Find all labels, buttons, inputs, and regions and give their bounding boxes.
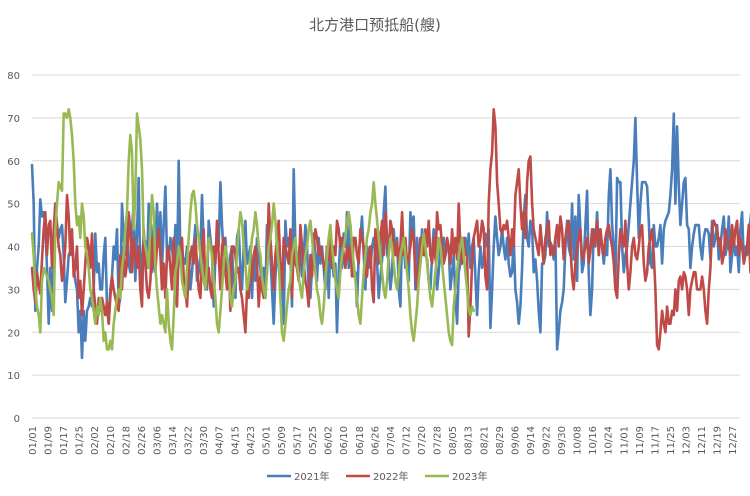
x-tick-label: 02/10 [106,426,117,455]
y-axis: 0 10 20 30 40 50 60 70 80 [7,71,20,425]
x-tick-label: 05/09 [277,426,288,455]
x-tick-label: 03/14 [168,426,179,455]
y-tick-label: 80 [7,71,20,82]
x-tick-label: 07/28 [433,426,444,455]
x-tick-label: 06/02 [324,426,335,455]
series-line-2 [30,108,476,351]
x-tick-label: 01/25 [75,426,86,455]
x-tick-label: 09/22 [541,426,552,455]
x-tick-label: 07/12 [401,426,412,455]
x-tick-label: 07/04 [386,426,397,455]
x-tick-label: 11/09 [635,426,646,455]
x-tick-label: 07/20 [417,426,428,455]
x-tick-label: 05/17 [293,426,304,455]
x-tick-label: 02/18 [121,426,132,455]
x-tick-label: 12/19 [713,426,724,455]
x-tick-label: 11/01 [619,426,630,455]
series-lines [30,108,750,360]
y-tick-label: 70 [7,114,20,125]
y-tick-label: 20 [7,328,20,339]
y-tick-label: 40 [7,243,20,254]
x-tick-label: 03/22 [184,426,195,455]
x-tick-label: 10/08 [573,426,584,455]
x-tick-label: 09/30 [557,426,568,455]
x-tick-label: 08/29 [495,426,506,455]
y-tick-label: 60 [7,157,20,168]
x-tick-label: 08/05 [448,426,459,455]
x-axis: 01/01 01/09 01/17 01/25 02/02 02/10 02/18 02/26… [28,426,739,455]
y-tick-label: 50 [7,200,20,211]
x-tick-label: 06/18 [355,426,366,455]
x-tick-label: 11/25 [666,426,677,455]
x-tick-label: 09/06 [510,426,521,455]
x-tick-label: 04/23 [246,426,257,455]
x-tick-label: 01/09 [44,426,55,455]
x-tick-label: 06/26 [370,426,381,455]
x-tick-label: 08/13 [464,426,475,455]
y-tick-label: 10 [7,371,20,382]
y-tick-label: 0 [14,414,20,425]
x-tick-label: 01/01 [28,426,39,455]
legend: 2021年 2022年 2023年 [267,470,487,483]
y-tick-label: 30 [7,285,20,296]
legend-label-1: 2022年 [373,470,408,483]
x-tick-label: 03/06 [152,426,163,455]
x-tick-label: 06/10 [339,426,350,455]
legend-label-0: 2021年 [294,470,329,483]
x-tick-label: 02/26 [137,426,148,455]
series-line-1 [30,108,750,351]
x-tick-label: 11/17 [650,426,661,455]
chart-title: 北方港口预抵船(艘) [309,16,441,34]
legend-label-2: 2023年 [452,470,487,483]
x-tick-label: 03/30 [199,426,210,455]
x-tick-label: 04/07 [215,426,226,455]
x-tick-label: 04/15 [230,426,241,455]
x-tick-label: 12/27 [728,426,739,455]
x-tick-label: 02/02 [90,426,101,455]
x-tick-label: 05/01 [261,426,272,455]
x-tick-label: 09/14 [526,426,537,455]
x-tick-label: 12/11 [697,426,708,455]
x-tick-label: 01/17 [59,426,70,455]
x-tick-label: 05/25 [308,426,319,455]
x-tick-label: 12/03 [682,426,693,455]
x-tick-label: 10/16 [588,426,599,455]
x-tick-label: 08/21 [479,426,490,455]
x-tick-label: 10/24 [604,426,615,455]
